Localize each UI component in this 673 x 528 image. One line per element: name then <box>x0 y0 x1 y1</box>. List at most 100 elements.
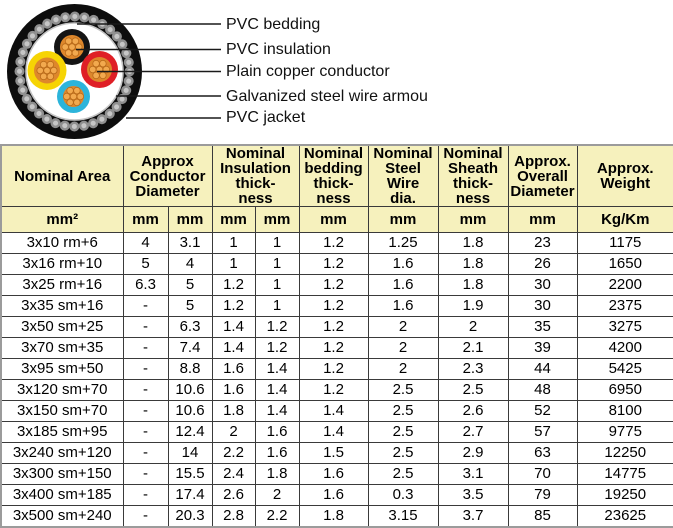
table-cell: - <box>122 337 169 359</box>
table-cell: 1.2 <box>211 274 256 296</box>
table-cell: 2.1 <box>437 337 509 359</box>
table-cell: 2 <box>254 484 300 506</box>
unit-cell: Kg/Km <box>576 206 673 233</box>
table-row: 3x120 sm+70-10.6 1.6 1.4 1.2 2.5 2.5 48 6950 <box>0 379 673 401</box>
table-cell: 30 <box>507 274 578 296</box>
table-cell: 2.5 <box>367 463 439 485</box>
table-cell: 10.6 <box>167 400 213 422</box>
column-header-overall-diameter: Approx. Overall Diameter <box>507 144 578 207</box>
table-cell: 1.6 <box>254 442 300 464</box>
table-cell: 2.6 <box>437 400 509 422</box>
unit-cell: mm <box>437 206 509 233</box>
table-cell: 3x95 sm+50 <box>0 358 124 380</box>
table-cell: 1.2 <box>298 337 369 359</box>
cable-spec-table: Nominal Area Approx Conductor Diameter N… <box>0 144 673 528</box>
copper-strand <box>73 86 81 95</box>
table-cell: 26 <box>507 253 578 275</box>
copper-core-right <box>87 57 112 82</box>
copper-strand <box>46 72 55 81</box>
table-row: 3x10 rm+6 4 3.1 1 1 1.2 1.25 1.8 23 1175 <box>0 232 673 254</box>
table-cell: 1 <box>211 232 256 254</box>
copper-strand <box>99 59 107 68</box>
table-cell: - <box>122 295 169 317</box>
table-cell: 12250 <box>576 442 673 464</box>
table-cell: 3x50 sm+25 <box>0 316 124 338</box>
table-cell: 2.4 <box>211 463 256 485</box>
table-cell: 20.3 <box>167 505 213 528</box>
table-cell: 1.2 <box>298 316 369 338</box>
table-header-row: Nominal Area Approx Conductor Diameter N… <box>0 144 673 207</box>
unit-cell: mm <box>298 206 369 233</box>
copper-strand <box>39 60 48 69</box>
cable-cross-section-drawing <box>7 4 221 139</box>
table-cell: 30 <box>507 295 578 317</box>
table-cell: 79 <box>507 484 578 506</box>
table-cell: 3x300 sm+150 <box>0 463 124 485</box>
copper-strand <box>68 43 76 51</box>
table-cell: 10.6 <box>167 379 213 401</box>
table-cell: 6.3 <box>122 274 169 296</box>
copper-strand <box>69 92 78 101</box>
column-header-insulation: Nominal Insulation thick- ness <box>211 144 300 207</box>
table-cell: 2.7 <box>437 421 509 443</box>
unit-cell: mm <box>211 206 256 233</box>
cable-diagram-area: PVC bedding PVC insulation Plain copper … <box>0 0 673 144</box>
table-cell: 14 <box>167 442 213 464</box>
copper-core-bottom <box>62 86 84 107</box>
table-cell: 3x25 rm+16 <box>0 274 124 296</box>
table-cell: 2 <box>367 337 439 359</box>
table-cell: 2375 <box>576 295 673 317</box>
copper-strand <box>75 43 83 51</box>
column-header-steel-wire: Nominal Steel Wire dia. <box>367 144 439 207</box>
table-cell: 35 <box>507 316 578 338</box>
table-cell: 3.1 <box>437 463 509 485</box>
table-row: 3x400 sm+185-17.4 2.6 2 1.6 0.3 3.5 79 19250 <box>0 484 673 506</box>
table-row: 3x25 rm+16 6.3 5 1.2 1 1.2 1.6 1.8 30 2200 <box>0 274 673 296</box>
table-cell: 2.5 <box>367 379 439 401</box>
table-cell: 6.3 <box>167 316 213 338</box>
copper-strand <box>64 37 73 45</box>
table-cell: 3x120 sm+70 <box>0 379 124 401</box>
table-cell: 1.2 <box>211 295 256 317</box>
table-cell: 1.8 <box>437 274 509 296</box>
table-cell: - <box>122 463 169 485</box>
table-cell: 1.6 <box>211 358 256 380</box>
leader-lines <box>76 23 221 119</box>
copper-strand <box>66 98 74 107</box>
table-cell: 1 <box>254 274 300 296</box>
table-cell: 0.3 <box>367 484 439 506</box>
table-cell: 1.6 <box>367 253 439 275</box>
table-cell: 23625 <box>576 505 673 528</box>
table-cell: 1 <box>254 232 300 254</box>
table-cell: 1.4 <box>254 379 300 401</box>
table-row: 3x300 sm+150-15.5 2.4 1.8 1.6 2.5 3.1 70 14775 <box>0 463 673 485</box>
table-cell: 1.6 <box>367 274 439 296</box>
table-cell: 3x500 sm+240 <box>0 505 124 528</box>
copper-strand <box>76 92 84 101</box>
table-cell: 1.4 <box>254 358 300 380</box>
spec-table-body: 3x10 rm+6 4 3.1 1 1 1.2 1.25 1.8 23 1175 3x16 rm+1… <box>0 232 673 528</box>
table-cell: 1.6 <box>211 379 256 401</box>
table-cell: - <box>122 316 169 338</box>
table-cell: 1.6 <box>298 463 369 485</box>
table-cell: 2 <box>367 358 439 380</box>
table-cell: 3x16 rm+10 <box>0 253 124 275</box>
table-cell: 1.4 <box>298 421 369 443</box>
copper-strand <box>46 60 55 69</box>
table-cell: 1.2 <box>298 379 369 401</box>
table-cell: 3275 <box>576 316 673 338</box>
table-row: 3x185 sm+95-12.4 2 1.6 1.4 2.5 2.7 57 9775 <box>0 421 673 443</box>
copper-strand <box>43 66 51 75</box>
table-cell: 2.8 <box>211 505 256 528</box>
unit-cell: mm <box>507 206 578 233</box>
table-cell: 2.5 <box>367 400 439 422</box>
table-cell: 63 <box>507 442 578 464</box>
table-cell: 4 <box>122 232 169 254</box>
table-cell: 12.4 <box>167 421 213 443</box>
table-cell: 1.6 <box>367 295 439 317</box>
table-cell: 7.4 <box>167 337 213 359</box>
table-cell: 1.8 <box>437 253 509 275</box>
unit-cell: mm <box>367 206 439 233</box>
table-cell: 3x400 sm+185 <box>0 484 124 506</box>
